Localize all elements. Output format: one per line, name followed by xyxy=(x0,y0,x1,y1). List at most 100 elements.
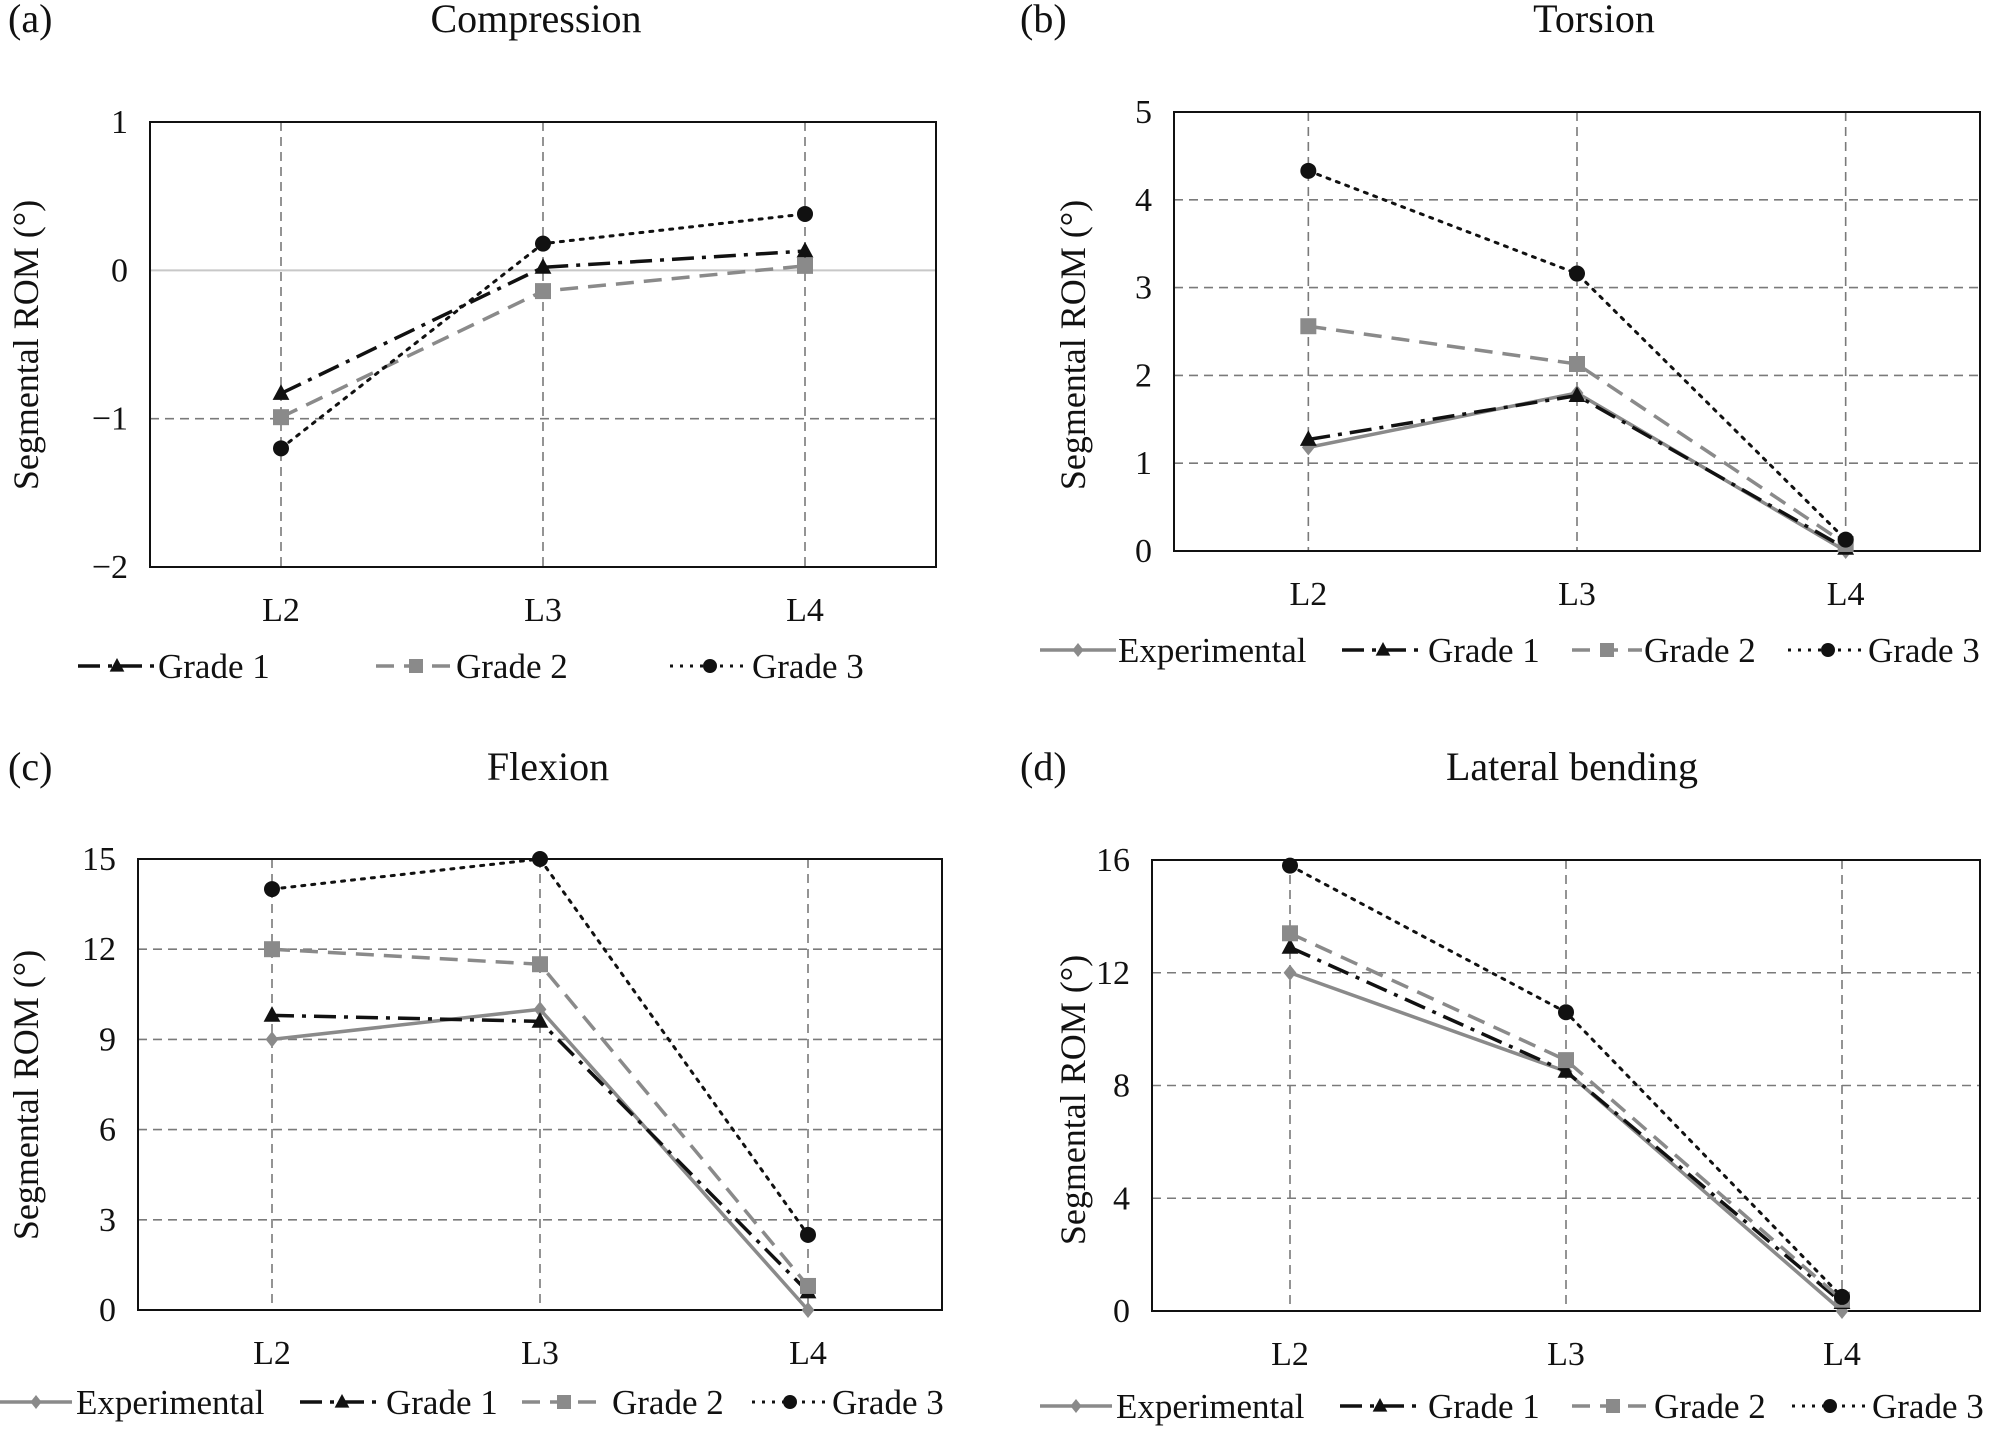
data-point-grade-1 xyxy=(1568,386,1586,402)
legend-lateral-bending: Experimental Grade 1 Grade 2 Grade 3 xyxy=(1040,1387,1984,1426)
legend-label-grade-1: Grade 1 xyxy=(386,1383,498,1422)
data-point-grade-3 xyxy=(273,440,289,457)
chart-title-flexion: Flexion xyxy=(487,744,609,789)
legend-marker-grade-1 xyxy=(1372,1397,1388,1412)
panel-compression: (a) Compression Segmental ROM (°) 1 0 −1 −2… xyxy=(6,0,937,686)
data-point-grade-3 xyxy=(535,235,551,252)
legend-label-experimental: Experimental xyxy=(1118,631,1307,670)
y-tick-label-compression: 1 xyxy=(111,104,128,141)
y-tick-label-flexion: 12 xyxy=(82,931,116,968)
y-tick-label-compression: 0 xyxy=(111,252,128,289)
series-line-experimental xyxy=(1289,971,1844,1313)
y-tick-label-compression: −1 xyxy=(92,401,128,438)
series-line-grade-1 xyxy=(280,249,806,396)
plot-frame xyxy=(1173,111,1981,552)
panel-label-a: (a) xyxy=(8,0,52,41)
data-point-grade-3 xyxy=(1558,1004,1574,1021)
legend-label-experimental: Experimental xyxy=(76,1383,265,1422)
series-line-grade-2 xyxy=(1289,931,1844,1302)
panel-flexion: (c) Flexion Segmental ROM (°) 15 12 9 6 3 0 L2… xyxy=(0,744,944,1422)
legend-label-grade-2: Grade 2 xyxy=(456,647,568,686)
data-point-grade-2 xyxy=(264,941,280,958)
data-point-grade-3 xyxy=(1282,857,1298,874)
y-tick-label-lateral-bending: 16 xyxy=(1096,842,1130,879)
data-point-grade-1 xyxy=(1299,430,1317,446)
data-point-experimental xyxy=(265,1031,279,1048)
x-tick-label-lateral-bending: L4 xyxy=(1823,1336,1861,1373)
data-point-grade-1 xyxy=(1557,1062,1575,1078)
panel-torsion: (b) Torsion Segmental ROM (°) 5 4 3 2 1 0 L2 L3… xyxy=(1020,0,1981,670)
legend-marker-experimental xyxy=(1070,1399,1082,1413)
y-tick-label-lateral-bending: 8 xyxy=(1113,1068,1130,1105)
data-point-grade-2 xyxy=(797,257,813,274)
data-point-grade-3 xyxy=(1834,1288,1850,1305)
data-point-grade-2 xyxy=(1300,318,1317,335)
y-axis-label-lateral-bending: Segmental ROM (°) xyxy=(1053,955,1093,1245)
y-tick-label-compression: −2 xyxy=(92,549,128,586)
data-point-grade-2 xyxy=(1282,925,1298,942)
y-axis-label-compression: Segmental ROM (°) xyxy=(6,200,46,490)
data-point-grade-2 xyxy=(800,1277,816,1294)
y-tick-label-torsion: 4 xyxy=(1135,182,1152,219)
data-point-grade-3 xyxy=(1300,162,1317,179)
legend-label-grade-2: Grade 2 xyxy=(612,1383,724,1422)
legend-marker-grade-1 xyxy=(1375,641,1391,656)
y-tick-label-torsion: 5 xyxy=(1135,94,1152,131)
x-tick-label-lateral-bending: L2 xyxy=(1271,1336,1309,1373)
y-tick-label-torsion: 3 xyxy=(1135,270,1152,307)
legend-flexion: Experimental Grade 1 Grade 2 Grade 3 xyxy=(0,1383,944,1422)
x-tick-label-torsion: L3 xyxy=(1558,576,1596,613)
legend-marker-grade-1 xyxy=(109,657,125,672)
legend-marker-grade-3 xyxy=(703,659,717,673)
x-tick-label-compression: L3 xyxy=(524,592,562,629)
y-tick-label-torsion: 1 xyxy=(1135,445,1152,482)
y-tick-label-torsion: 0 xyxy=(1135,533,1152,570)
x-tick-label-torsion: L4 xyxy=(1827,576,1865,613)
legend-marker-grade-3 xyxy=(1823,1399,1837,1413)
data-point-grade-3 xyxy=(800,1226,816,1243)
x-tick-label-compression: L2 xyxy=(262,592,300,629)
data-point-grade-3 xyxy=(264,881,280,898)
data-point-grade-3 xyxy=(797,205,813,222)
x-tick-label-compression: L4 xyxy=(786,592,824,629)
chart-title-torsion: Torsion xyxy=(1533,0,1655,41)
legend-marker-grade-2 xyxy=(409,659,423,673)
legend-marker-grade-2 xyxy=(1606,1399,1620,1413)
x-tick-label-flexion: L2 xyxy=(253,1335,291,1372)
legend-compression: Grade 1 Grade 2 Grade 3 xyxy=(78,647,864,686)
legend-label-grade-1: Grade 1 xyxy=(1428,631,1540,670)
legend-marker-experimental xyxy=(1072,643,1084,657)
data-point-grade-1 xyxy=(796,241,814,258)
y-tick-label-flexion: 3 xyxy=(99,1202,116,1239)
data-point-grade-1 xyxy=(263,1006,281,1022)
legend-label-grade-1: Grade 1 xyxy=(158,647,270,686)
y-axis-label-flexion: Segmental ROM (°) xyxy=(6,950,46,1240)
legend-marker-grade-3 xyxy=(1821,643,1835,657)
legend-marker-grade-2 xyxy=(1600,643,1614,657)
y-tick-label-lateral-bending: 12 xyxy=(1096,955,1130,992)
x-tick-label-torsion: L2 xyxy=(1289,576,1327,613)
data-point-grade-3 xyxy=(1569,265,1585,282)
legend-label-grade-2: Grade 2 xyxy=(1644,631,1756,670)
legend-label-grade-2: Grade 2 xyxy=(1654,1387,1766,1426)
data-point-grade-1 xyxy=(1281,938,1299,954)
data-point-grade-3 xyxy=(532,851,548,867)
data-point-grade-2 xyxy=(532,956,548,973)
y-axis-label-torsion: Segmental ROM (°) xyxy=(1053,200,1093,490)
x-tick-label-flexion: L3 xyxy=(521,1335,559,1372)
data-point-grade-3 xyxy=(1837,531,1854,548)
legend-marker-experimental xyxy=(30,1395,42,1409)
chart-title-lateral-bending: Lateral bending xyxy=(1446,744,1698,789)
legend-label-grade-3: Grade 3 xyxy=(752,647,864,686)
data-point-experimental xyxy=(533,1001,547,1018)
y-tick-label-lateral-bending: 4 xyxy=(1113,1180,1130,1217)
plot-frame xyxy=(149,121,937,568)
legend-label-grade-3: Grade 3 xyxy=(832,1383,944,1422)
y-tick-label-flexion: 6 xyxy=(99,1112,116,1149)
plot-frame xyxy=(1151,859,1981,1312)
y-tick-label-flexion: 15 xyxy=(82,841,116,878)
data-point-grade-2 xyxy=(1558,1052,1574,1069)
data-point-grade-2 xyxy=(535,283,551,300)
y-tick-label-flexion: 0 xyxy=(99,1292,116,1329)
